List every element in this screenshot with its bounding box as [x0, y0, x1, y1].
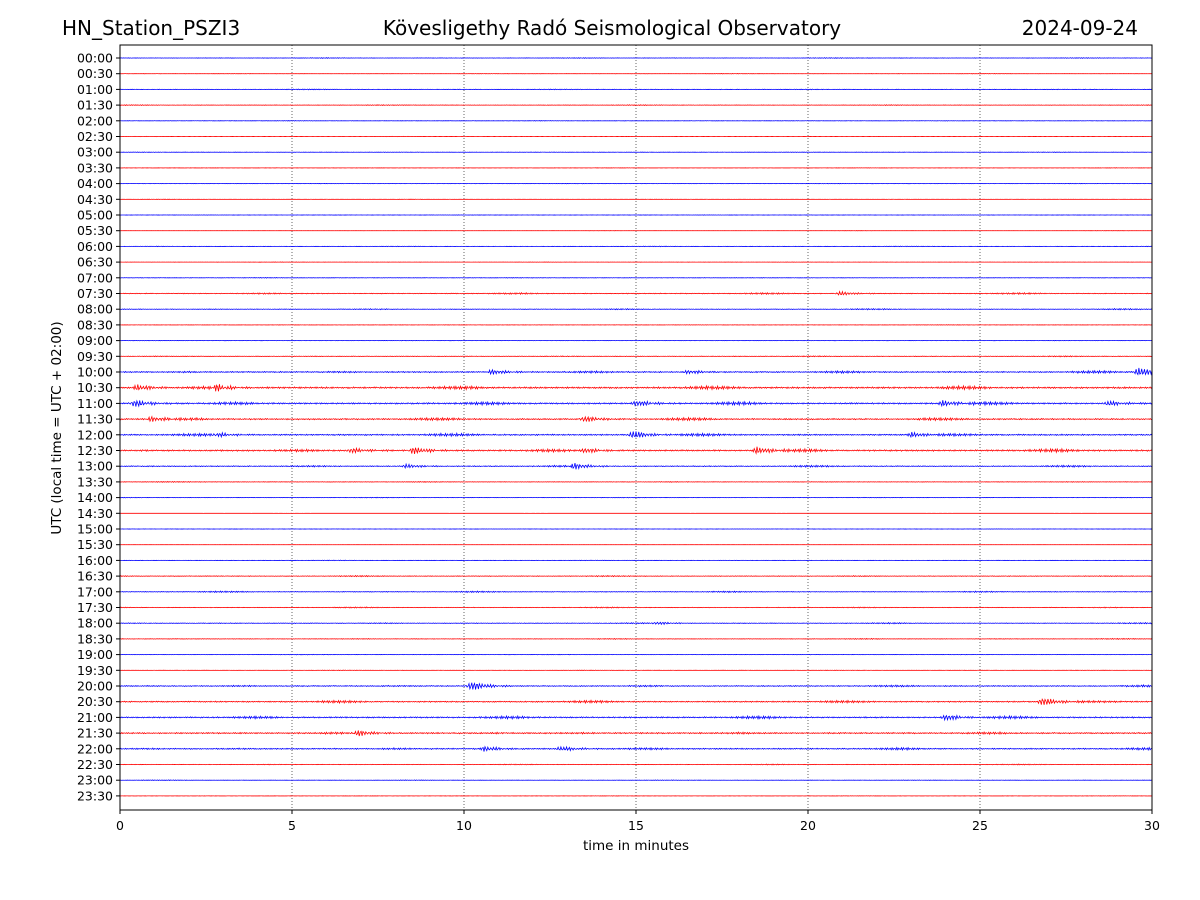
y-tick-label: 15:00 — [77, 522, 113, 537]
x-axis-ticks: 0 5 10 15 20 25 30 — [116, 810, 1160, 833]
trace-row — [119, 276, 1153, 279]
trace-row — [119, 245, 1153, 248]
y-tick-label: 00:00 — [77, 51, 113, 66]
y-tick-label: 12:30 — [77, 443, 113, 458]
trace-row — [119, 446, 1153, 455]
y-tick-label: 20:00 — [77, 679, 113, 694]
y-tick-label: 10:30 — [77, 380, 113, 395]
y-axis-label: UTC (local time = UTC + 02:00) — [49, 321, 65, 534]
y-tick-labels: 00:0000:3001:0001:3002:0002:3003:0003:30… — [77, 51, 120, 803]
trace-row — [119, 730, 1153, 737]
y-tick-label: 04:00 — [77, 176, 113, 191]
trace-row — [119, 431, 1153, 439]
trace-row — [119, 480, 1153, 483]
y-tick-label: 20:30 — [77, 694, 113, 709]
trace-row — [119, 714, 1153, 722]
x-tick-label: 25 — [972, 818, 988, 833]
y-tick-label: 17:00 — [77, 584, 113, 599]
y-tick-label: 13:00 — [77, 459, 113, 474]
vertical-gridlines — [291, 45, 981, 810]
date-label: 2024-09-24 — [1022, 16, 1138, 40]
y-tick-label: 07:30 — [77, 286, 113, 301]
trace-row — [119, 590, 1153, 594]
trace-row — [119, 57, 1153, 59]
trace-row — [119, 574, 1153, 578]
y-tick-label: 01:00 — [77, 82, 113, 97]
trace-row — [119, 637, 1153, 640]
x-tick-label: 30 — [1144, 818, 1160, 833]
trace-row — [119, 290, 1153, 296]
y-tick-label: 09:30 — [77, 349, 113, 364]
trace-row — [119, 307, 1153, 311]
y-tick-label: 06:30 — [77, 255, 113, 270]
y-tick-label: 18:30 — [77, 631, 113, 646]
y-tick-label: 16:30 — [77, 569, 113, 584]
y-tick-label: 19:30 — [77, 663, 113, 678]
y-tick-label: 18:00 — [77, 616, 113, 631]
trace-row — [119, 384, 1153, 392]
trace-row — [119, 606, 1153, 609]
y-tick-label: 03:30 — [77, 160, 113, 175]
trace-row — [119, 698, 1153, 705]
trace-row — [119, 745, 1153, 752]
y-tick-label: 00:30 — [77, 66, 113, 81]
x-tick-label: 0 — [116, 818, 124, 833]
y-tick-label: 23:00 — [77, 773, 113, 788]
y-tick-label: 23:30 — [77, 788, 113, 803]
y-tick-label: 16:00 — [77, 553, 113, 568]
y-tick-label: 10:00 — [77, 365, 113, 380]
y-tick-label: 14:00 — [77, 490, 113, 505]
trace-group — [119, 57, 1153, 797]
x-tick-label: 20 — [800, 818, 816, 833]
y-tick-label: 02:30 — [77, 129, 113, 144]
y-tick-label: 03:00 — [77, 145, 113, 160]
y-tick-label: 13:30 — [77, 474, 113, 489]
trace-row — [119, 120, 1153, 122]
trace-row — [119, 104, 1153, 107]
trace-row — [119, 653, 1153, 656]
trace-row — [119, 779, 1153, 782]
y-tick-label: 21:30 — [77, 726, 113, 741]
x-tick-label: 15 — [628, 818, 644, 833]
trace-row — [119, 415, 1153, 423]
y-tick-label: 07:00 — [77, 270, 113, 285]
trace-row — [119, 559, 1153, 562]
y-tick-label: 22:00 — [77, 741, 113, 756]
y-tick-label: 14:30 — [77, 506, 113, 521]
x-tick-label: 5 — [288, 818, 296, 833]
trace-row — [119, 462, 1153, 470]
y-tick-label: 11:00 — [77, 396, 113, 411]
trace-row — [120, 621, 1153, 626]
y-tick-label: 01:30 — [77, 98, 113, 113]
plot-frame — [119, 44, 1153, 811]
y-tick-label: 05:30 — [77, 223, 113, 238]
y-tick-label: 17:30 — [77, 600, 113, 615]
y-tick-label: 21:00 — [77, 710, 113, 725]
chart-title: Kövesligethy Radó Seismological Observat… — [383, 16, 841, 40]
y-tick-label: 22:30 — [77, 757, 113, 772]
x-tick-label: 10 — [456, 818, 472, 833]
trace-row — [119, 355, 1153, 358]
y-tick-label: 04:30 — [77, 192, 113, 207]
y-tick-label: 15:30 — [77, 537, 113, 552]
y-tick-label: 08:00 — [77, 302, 113, 317]
y-tick-label: 19:00 — [77, 647, 113, 662]
y-tick-label: 05:00 — [77, 208, 113, 223]
x-axis-label: time in minutes — [583, 838, 689, 854]
trace-row — [119, 496, 1153, 499]
y-tick-label: 06:00 — [77, 239, 113, 254]
trace-row — [119, 88, 1153, 91]
y-tick-label: 11:30 — [77, 412, 113, 427]
trace-row — [119, 682, 1153, 691]
station-label: HN_Station_PSZI3 — [62, 16, 240, 40]
trace-row — [119, 399, 1153, 408]
y-tick-label: 09:00 — [77, 333, 113, 348]
y-tick-label: 12:00 — [77, 427, 113, 442]
trace-row — [119, 367, 1153, 376]
trace-row — [119, 763, 1153, 766]
y-tick-label: 02:00 — [77, 113, 113, 128]
y-tick-label: 08:30 — [77, 317, 113, 332]
trace-row — [119, 151, 1153, 153]
